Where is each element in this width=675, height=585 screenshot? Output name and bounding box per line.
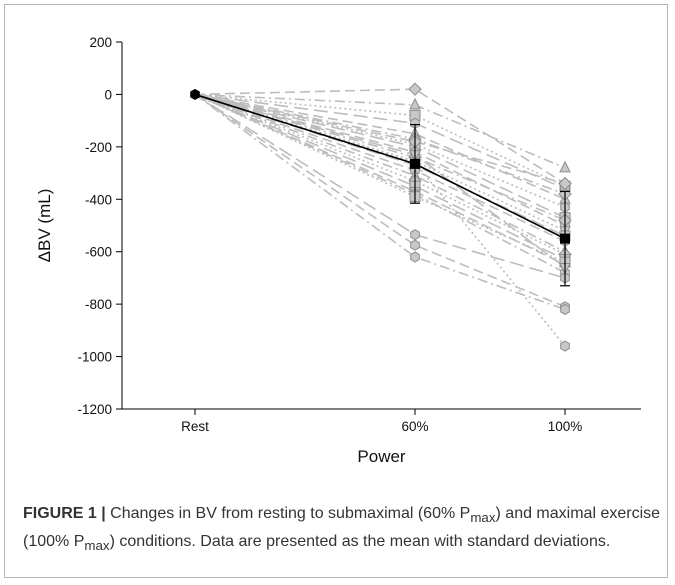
caption-label: FIGURE 1 | [23,505,106,522]
figure-frame: 200 0 -200 -400 -600 -800 -1000 -1200 Rest 60% 100… [4,4,668,578]
y-tick-label-4: -600 [85,245,112,260]
individual-point-21-2 [560,303,570,315]
individual-point-1-1 [409,97,421,110]
ticks-group: 200 0 -200 -400 -600 -800 -1000 -1200 Rest 60% 100… [77,35,582,434]
individual-line-19 [194,93,566,279]
individual-line-15 [194,93,566,261]
mean-point-2 [560,233,570,244]
figure-caption: FIGURE 1 | Changes in BV from resting to… [23,502,663,558]
x-tick-label-1: 60% [401,419,428,434]
individual-point-21-1 [410,251,420,263]
x-tick-label-0: Rest [181,419,209,434]
individual-point-0-1 [408,82,422,96]
x-tick-label-2: 100% [548,419,583,434]
y-tick-label-0: 200 [89,35,112,50]
y-tick-label-7: -1200 [77,402,112,417]
individual-line-21 [194,93,566,311]
caption-sub-2: max [84,538,110,554]
individual-line-0 [194,88,566,185]
caption-text-2: ) and maximal exercise (100% P [23,505,661,551]
y-tick-label-5: -800 [85,297,112,312]
mean-point-1 [410,158,420,169]
x-axis-title: Power [357,447,406,466]
individual-line-17 [194,93,566,274]
individual-point-22-2 [560,340,570,352]
individual-point-1-2 [559,160,571,173]
caption-text-1: Changes in BV from resting to submaximal… [105,505,471,522]
individual-line-9 [194,93,566,221]
individual-series-group [194,82,572,352]
caption-sub-1: max [470,510,496,526]
axes-group [121,42,641,410]
individual-point-19-1 [410,229,420,241]
mean-series-group [190,88,570,287]
mean-line [194,93,566,240]
mean-point-0 [190,88,200,100]
y-tick-label-6: -1000 [77,350,112,365]
caption-text-3: ) conditions. Data are presented as the … [109,533,611,551]
individual-line-3 [194,93,566,190]
individual-point-20-1 [410,239,420,251]
y-tick-label-2: -200 [85,140,112,155]
y-tick-label-3: -400 [85,192,112,207]
individual-line-4 [194,93,566,201]
chart: 200 0 -200 -400 -600 -800 -1000 -1200 Rest 60% 100… [35,35,641,466]
individual-line-20 [194,93,566,308]
y-axis-title: ΔBV (mL) [35,189,54,263]
individual-line-18 [194,93,566,263]
individual-point-24-2 [558,176,572,191]
y-tick-label-1: 0 [104,87,112,102]
